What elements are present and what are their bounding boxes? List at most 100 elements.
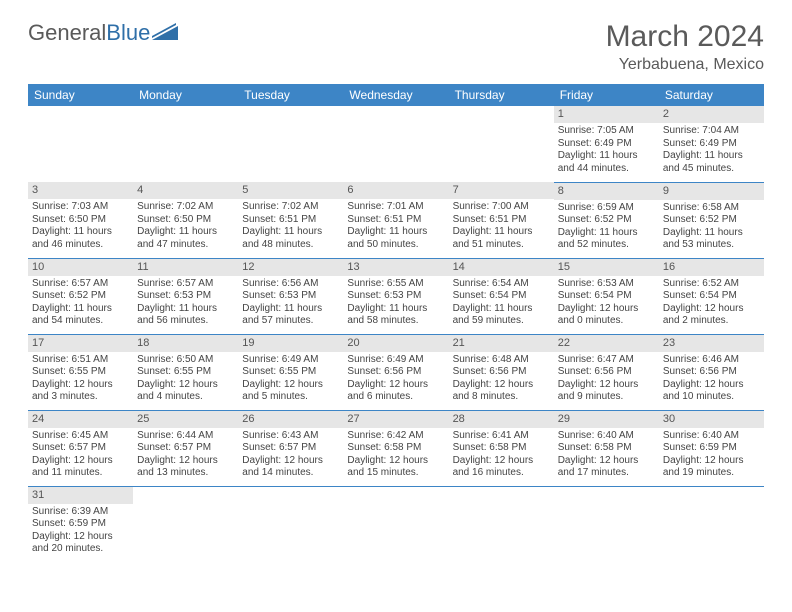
daylight-line: Daylight: 11 hours and 45 minutes.: [663, 150, 760, 175]
day-details: Sunrise: 6:44 AMSunset: 6:57 PMDaylight:…: [133, 428, 238, 484]
day-number: 25: [133, 411, 238, 428]
daylight-line: Daylight: 11 hours and 48 minutes.: [242, 226, 339, 251]
day-number: 10: [28, 259, 133, 276]
day-number: 26: [238, 411, 343, 428]
day-details: Sunrise: 6:55 AMSunset: 6:53 PMDaylight:…: [343, 276, 448, 332]
sunrise-line: Sunrise: 6:57 AM: [32, 278, 129, 291]
day-number: 21: [449, 335, 554, 352]
day-details: Sunrise: 6:52 AMSunset: 6:54 PMDaylight:…: [659, 276, 764, 332]
calendar-day-cell: 4Sunrise: 7:02 AMSunset: 6:50 PMDaylight…: [133, 182, 238, 258]
calendar-day-cell: [238, 486, 343, 562]
sunset-line: Sunset: 6:55 PM: [137, 366, 234, 379]
sunset-line: Sunset: 6:54 PM: [453, 290, 550, 303]
sunset-line: Sunset: 6:56 PM: [558, 366, 655, 379]
calendar-day-cell: 16Sunrise: 6:52 AMSunset: 6:54 PMDayligh…: [659, 258, 764, 334]
day-details: Sunrise: 7:02 AMSunset: 6:50 PMDaylight:…: [133, 199, 238, 255]
calendar-day-cell: 21Sunrise: 6:48 AMSunset: 6:56 PMDayligh…: [449, 334, 554, 410]
calendar-day-cell: [133, 486, 238, 562]
day-details: Sunrise: 6:49 AMSunset: 6:55 PMDaylight:…: [238, 352, 343, 408]
sunset-line: Sunset: 6:49 PM: [558, 138, 655, 151]
sunset-line: Sunset: 6:59 PM: [663, 442, 760, 455]
sunrise-line: Sunrise: 6:49 AM: [347, 354, 444, 367]
sunset-line: Sunset: 6:57 PM: [137, 442, 234, 455]
day-number: 18: [133, 335, 238, 352]
logo: GeneralBlue: [28, 20, 178, 46]
calendar-day-cell: 15Sunrise: 6:53 AMSunset: 6:54 PMDayligh…: [554, 258, 659, 334]
calendar-day-cell: 6Sunrise: 7:01 AMSunset: 6:51 PMDaylight…: [343, 182, 448, 258]
sunrise-line: Sunrise: 6:41 AM: [453, 430, 550, 443]
day-number: 29: [554, 411, 659, 428]
day-number: 14: [449, 259, 554, 276]
sunset-line: Sunset: 6:51 PM: [347, 214, 444, 227]
daylight-line: Daylight: 12 hours and 4 minutes.: [137, 379, 234, 404]
day-details: Sunrise: 6:47 AMSunset: 6:56 PMDaylight:…: [554, 352, 659, 408]
sunrise-line: Sunrise: 7:04 AM: [663, 125, 760, 138]
sunset-line: Sunset: 6:58 PM: [453, 442, 550, 455]
day-number: 30: [659, 411, 764, 428]
day-details: Sunrise: 7:03 AMSunset: 6:50 PMDaylight:…: [28, 199, 133, 255]
sunset-line: Sunset: 6:50 PM: [137, 214, 234, 227]
day-number: 3: [28, 182, 133, 199]
sunset-line: Sunset: 6:58 PM: [558, 442, 655, 455]
calendar-day-cell: [238, 106, 343, 182]
daylight-line: Daylight: 11 hours and 53 minutes.: [663, 227, 760, 252]
calendar-week-row: 24Sunrise: 6:45 AMSunset: 6:57 PMDayligh…: [28, 410, 764, 486]
sunset-line: Sunset: 6:54 PM: [663, 290, 760, 303]
day-details: Sunrise: 6:57 AMSunset: 6:53 PMDaylight:…: [133, 276, 238, 332]
day-number: 8: [554, 183, 659, 200]
sunrise-line: Sunrise: 6:47 AM: [558, 354, 655, 367]
sunrise-line: Sunrise: 6:44 AM: [137, 430, 234, 443]
calendar-day-cell: 24Sunrise: 6:45 AMSunset: 6:57 PMDayligh…: [28, 410, 133, 486]
calendar-day-cell: 9Sunrise: 6:58 AMSunset: 6:52 PMDaylight…: [659, 182, 764, 258]
weekday-header: Tuesday: [238, 84, 343, 106]
sunrise-line: Sunrise: 7:00 AM: [453, 201, 550, 214]
calendar-day-cell: 29Sunrise: 6:40 AMSunset: 6:58 PMDayligh…: [554, 410, 659, 486]
sunset-line: Sunset: 6:56 PM: [453, 366, 550, 379]
sunrise-line: Sunrise: 6:53 AM: [558, 278, 655, 291]
day-number: 20: [343, 335, 448, 352]
sunrise-line: Sunrise: 6:56 AM: [242, 278, 339, 291]
daylight-line: Daylight: 11 hours and 59 minutes.: [453, 303, 550, 328]
sunrise-line: Sunrise: 6:57 AM: [137, 278, 234, 291]
calendar-day-cell: 11Sunrise: 6:57 AMSunset: 6:53 PMDayligh…: [133, 258, 238, 334]
daylight-line: Daylight: 11 hours and 44 minutes.: [558, 150, 655, 175]
daylight-line: Daylight: 12 hours and 10 minutes.: [663, 379, 760, 404]
calendar-day-cell: 23Sunrise: 6:46 AMSunset: 6:56 PMDayligh…: [659, 334, 764, 410]
day-number: 11: [133, 259, 238, 276]
calendar-day-cell: 18Sunrise: 6:50 AMSunset: 6:55 PMDayligh…: [133, 334, 238, 410]
weekday-header: Sunday: [28, 84, 133, 106]
sunset-line: Sunset: 6:57 PM: [32, 442, 129, 455]
calendar-day-cell: 3Sunrise: 7:03 AMSunset: 6:50 PMDaylight…: [28, 182, 133, 258]
sunset-line: Sunset: 6:53 PM: [137, 290, 234, 303]
calendar-day-cell: 13Sunrise: 6:55 AMSunset: 6:53 PMDayligh…: [343, 258, 448, 334]
day-details: Sunrise: 6:40 AMSunset: 6:58 PMDaylight:…: [554, 428, 659, 484]
daylight-line: Daylight: 11 hours and 54 minutes.: [32, 303, 129, 328]
calendar-day-cell: [449, 106, 554, 182]
sunrise-line: Sunrise: 6:49 AM: [242, 354, 339, 367]
sunset-line: Sunset: 6:55 PM: [32, 366, 129, 379]
sunset-line: Sunset: 6:56 PM: [347, 366, 444, 379]
calendar-day-cell: 10 Sunrise: 6:57 AMSunset: 6:52 PMDayligh…: [28, 258, 133, 334]
sunset-line: Sunset: 6:52 PM: [663, 214, 760, 227]
day-number: 27: [343, 411, 448, 428]
calendar-day-cell: 19Sunrise: 6:49 AMSunset: 6:55 PMDayligh…: [238, 334, 343, 410]
sunset-line: Sunset: 6:51 PM: [242, 214, 339, 227]
day-details: Sunrise: 6:51 AMSunset: 6:55 PMDaylight:…: [28, 352, 133, 408]
day-number: 19: [238, 335, 343, 352]
day-number: 13: [343, 259, 448, 276]
calendar-day-cell: 1Sunrise: 7:05 AMSunset: 6:49 PMDaylight…: [554, 106, 659, 182]
calendar-day-cell: 20Sunrise: 6:49 AMSunset: 6:56 PMDayligh…: [343, 334, 448, 410]
day-details: Sunrise: 6:48 AMSunset: 6:56 PMDaylight:…: [449, 352, 554, 408]
sunset-line: Sunset: 6:52 PM: [32, 290, 129, 303]
daylight-line: Daylight: 11 hours and 47 minutes.: [137, 226, 234, 251]
day-details: Sunrise: 7:05 AMSunset: 6:49 PMDaylight:…: [554, 123, 659, 179]
daylight-line: Daylight: 11 hours and 46 minutes.: [32, 226, 129, 251]
daylight-line: Daylight: 12 hours and 17 minutes.: [558, 455, 655, 480]
day-details: Sunrise: 6:50 AMSunset: 6:55 PMDaylight:…: [133, 352, 238, 408]
calendar-day-cell: 8Sunrise: 6:59 AMSunset: 6:52 PMDaylight…: [554, 182, 659, 258]
calendar-day-cell: [343, 106, 448, 182]
day-number: 1: [554, 106, 659, 123]
calendar-day-cell: 22Sunrise: 6:47 AMSunset: 6:56 PMDayligh…: [554, 334, 659, 410]
day-details: Sunrise: 6:54 AMSunset: 6:54 PMDaylight:…: [449, 276, 554, 332]
daylight-line: Daylight: 12 hours and 16 minutes.: [453, 455, 550, 480]
